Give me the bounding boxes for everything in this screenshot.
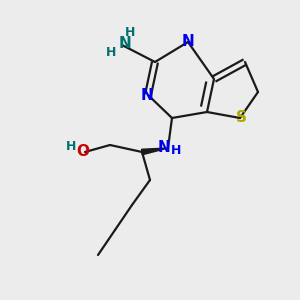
Text: H: H <box>171 143 181 157</box>
Text: H: H <box>66 140 76 154</box>
Text: S: S <box>236 110 247 125</box>
Polygon shape <box>142 148 168 155</box>
Text: N: N <box>158 140 170 155</box>
Text: H: H <box>106 46 116 59</box>
Text: N: N <box>118 35 131 50</box>
Text: H: H <box>125 26 135 38</box>
Text: N: N <box>182 34 194 50</box>
Text: N: N <box>141 88 153 103</box>
Text: O: O <box>76 145 89 160</box>
